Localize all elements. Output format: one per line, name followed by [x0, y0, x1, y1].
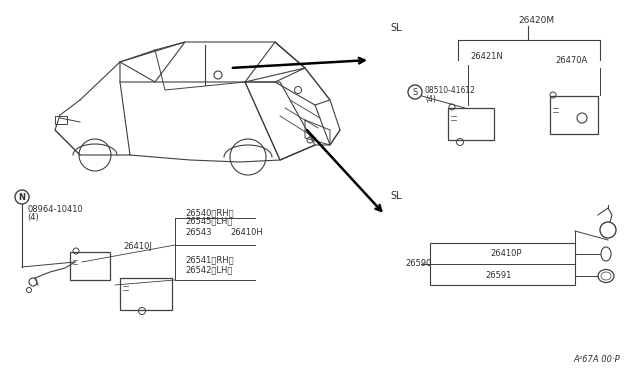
- Text: 26421N: 26421N: [470, 51, 503, 61]
- Text: 26541〈RH〉: 26541〈RH〉: [185, 256, 234, 264]
- Text: 26545〈LH〉: 26545〈LH〉: [185, 217, 232, 225]
- Text: 26591: 26591: [485, 272, 511, 280]
- Bar: [70, 252, 110, 280]
- Text: 26410J: 26410J: [123, 241, 152, 250]
- Text: 26410H: 26410H: [230, 228, 263, 237]
- Text: A²67A 00·P: A²67A 00·P: [573, 356, 620, 365]
- Bar: [430, 243, 575, 285]
- Text: SL: SL: [390, 191, 402, 201]
- Text: 26420M: 26420M: [518, 16, 554, 25]
- Bar: [120, 278, 172, 310]
- Bar: [55, 116, 67, 124]
- Bar: [448, 108, 494, 140]
- Text: 08964-10410: 08964-10410: [27, 205, 83, 214]
- Text: 26470A: 26470A: [555, 55, 588, 64]
- Text: 26590: 26590: [405, 260, 431, 269]
- Text: SL: SL: [390, 23, 402, 33]
- Text: 26410P: 26410P: [490, 250, 522, 259]
- Text: S: S: [412, 87, 418, 96]
- Text: 26542〈LH〉: 26542〈LH〉: [185, 266, 232, 275]
- Text: 26543: 26543: [185, 228, 211, 237]
- Bar: [550, 96, 598, 134]
- Text: (4): (4): [425, 94, 436, 103]
- Text: N: N: [19, 192, 26, 202]
- Text: 26540〈RH〉: 26540〈RH〉: [185, 208, 234, 218]
- Text: 08510-41612: 08510-41612: [425, 86, 476, 94]
- Text: (4): (4): [27, 212, 39, 221]
